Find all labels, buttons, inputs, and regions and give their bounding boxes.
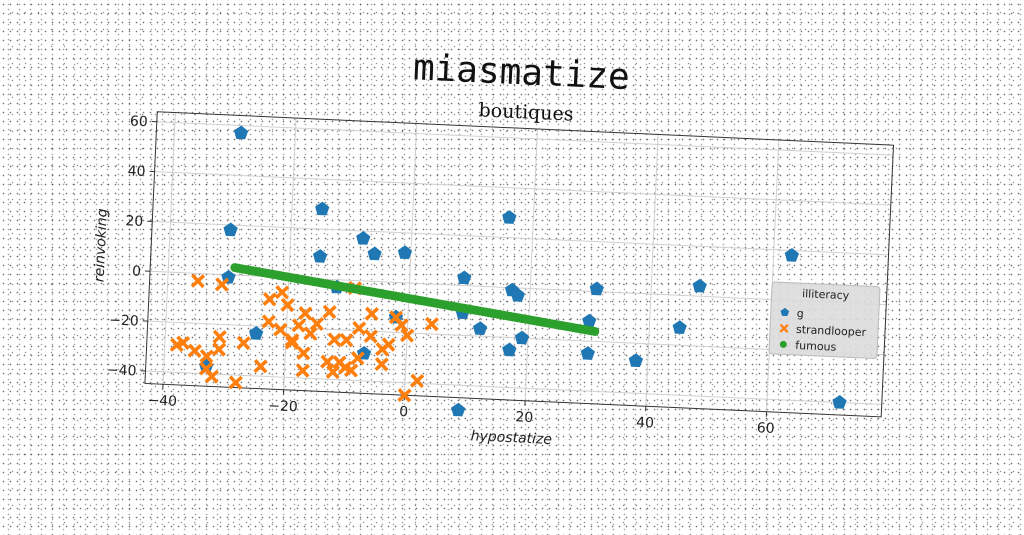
strandlooper-point [352,321,367,336]
strandlooper-point [253,359,268,374]
g-point [451,402,466,416]
g-point [692,278,707,292]
series-layer [167,123,858,434]
strandlooper-point [215,277,230,292]
strandlooper-point [339,333,354,348]
y-gridline [145,371,881,404]
g-point [457,270,472,284]
g-point [672,320,687,334]
x-tick-label: −40 [147,393,177,410]
strandlooper-point [295,363,310,378]
strandlooper-point [298,306,313,321]
g-point [580,346,595,360]
strandlooper-point [212,342,227,357]
strandlooper-point [212,330,227,345]
legend-title: illiteracy [802,287,850,302]
y-tick-label: −40 [107,362,137,379]
g-point [313,249,328,263]
g-point [832,395,847,409]
strandlooper-point [205,369,220,384]
x-gridline [525,129,537,401]
g-point [589,281,604,295]
y-tick-label: 20 [125,213,144,230]
g-point [515,330,530,344]
x-gridline [284,118,296,390]
g-point [473,321,488,335]
y-gridline [152,221,888,254]
strandlooper-point [296,346,311,361]
x-tick-label: 0 [399,404,409,420]
strandlooper-point [322,305,337,320]
strandlooper-point [327,332,342,347]
g-point [397,245,412,259]
g-point [502,210,517,224]
x-gridline [404,124,416,396]
strandlooper-point [381,337,396,352]
strandlooper-point [191,274,206,289]
x-gridline [646,134,658,406]
strandlooper-point [275,285,290,300]
g-point [315,201,330,215]
strandlooper-point [273,322,288,337]
g-point [356,231,371,245]
y-tick-label: 40 [127,163,146,180]
x-tick-label: −20 [268,398,298,415]
strandlooper-point [365,306,380,321]
legend-label-g: g [796,307,804,320]
strandlooper-point [262,292,277,307]
y-gridline [155,172,891,205]
strandlooper-point [187,343,202,358]
x-tick-label: 60 [756,420,775,437]
x-axis-label: hypostatize [470,428,552,448]
x-tick-label: 40 [636,415,655,432]
strandlooper-point [236,336,251,351]
y-axis-label: reinvoking [91,208,110,283]
y-gridline [157,122,893,155]
strandlooper-point [425,317,440,332]
g-point [249,326,264,340]
g-point [628,353,643,367]
strandlooper-point [374,357,389,372]
g-point [367,246,382,260]
ticks-layer: −40 −20 0 20 40 60 −40 −20 0 20 40 60 [105,113,787,437]
strandlooper-point [291,318,306,333]
y-tick-label: 60 [130,113,149,130]
legend-label-fumous: fumous [795,339,837,354]
y-tick-label: 0 [132,263,142,279]
g-point [502,342,517,356]
strandlooper-point [410,373,425,388]
g-point [234,125,249,139]
x-gridline [767,140,779,412]
x-tick-label: 20 [515,409,534,426]
y-tick-label: −20 [109,312,139,329]
chart-title: boutiques [478,99,574,125]
